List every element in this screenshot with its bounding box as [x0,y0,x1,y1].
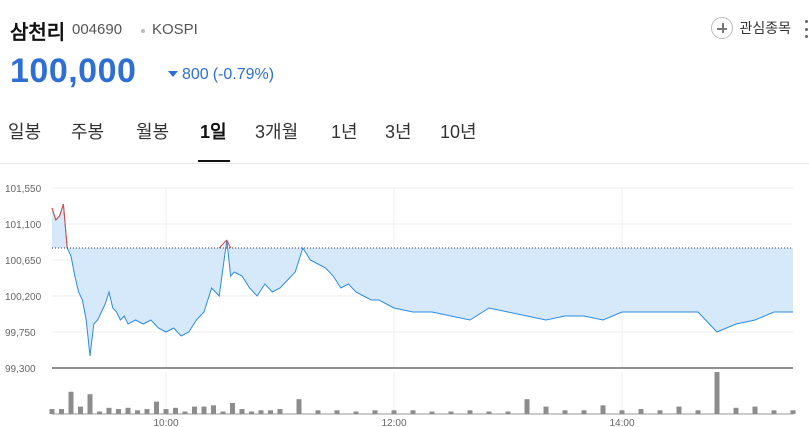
period-tabs: 일봉 주봉 월봉 1일 3개월 1년 3년 10년 [0,116,809,164]
volume-bar [144,409,150,414]
volume-bar [467,410,473,414]
volume-bar [68,391,74,414]
price-line [51,203,793,357]
change-amount: 800 [182,66,209,83]
volume-bar [714,372,720,414]
volume-bar [59,409,64,414]
volume-bar [220,411,226,414]
volume-bar [249,411,254,414]
volume-bar [695,410,701,414]
watchlist-label: 관심종목 [739,20,791,36]
volume-bar [486,411,492,414]
volume-bar [78,406,83,414]
chart-canvas: 101,550 101,100 100,650 100,200 99,750 99,300… [5,184,796,427]
volume-bar [619,410,625,414]
volume-bar [790,410,796,414]
separator-dot-icon [141,29,145,33]
price-line-up-segment [55,215,60,221]
volume-bar [391,410,397,414]
volume-bar [505,411,511,414]
x-tick-label: 10:00 [153,418,178,427]
volume-bar [733,407,739,414]
volume-bar [211,405,216,414]
volume-bar [277,409,283,414]
volume-bar [239,409,245,414]
volume-bar [429,411,435,414]
price-line-up-segment [218,239,228,249]
price-change: 800 (-0.79%) [182,66,274,84]
volume-bar [163,409,169,414]
tab-weekly[interactable]: 주봉 [71,122,105,142]
volume-bar [182,411,188,414]
y-tick-label: 100,200 [5,292,42,303]
volume-bar [49,409,55,414]
stock-header: 삼천리 004690 KOSPI 관심종목 [10,14,808,44]
volume-bar [106,407,112,414]
volume-bar [372,410,378,414]
volume-bar [135,410,140,414]
volume-bar [676,406,682,414]
volume-bar [258,410,264,414]
change-rate: (-0.79%) [212,66,275,83]
price-line-up-segment [59,203,64,217]
tab-3years[interactable]: 3년 [385,122,412,142]
price-area-fill [52,204,793,356]
volume-bar [334,410,340,414]
volume-bar [581,410,587,414]
volume-bar [771,410,777,414]
plus-circle-icon [711,17,734,39]
volume-bar [448,411,454,414]
volume-bar [154,401,159,414]
volume-bar [600,405,606,414]
volume-bar [524,399,530,414]
y-tick-label: 100,650 [5,256,42,267]
volume-bar [230,402,235,414]
y-tick-label: 101,550 [5,184,42,195]
volume-bar [315,410,321,414]
volume-bar [97,411,102,414]
tab-monthly[interactable]: 월봉 [136,122,170,142]
volume-bar [410,410,416,414]
tab-3months[interactable]: 3개월 [255,122,299,142]
volume-bar [268,410,273,414]
volume-bar [87,394,93,414]
volume-bar [562,410,568,414]
stock-code: 004690 [72,21,123,38]
volume-bar [125,407,131,414]
volume-bar [353,411,359,414]
y-tick-label: 99,300 [5,364,36,375]
intraday-chart[interactable]: 101,550 101,100 100,650 100,200 99,750 99,300… [0,178,809,427]
volume-bar [173,407,178,414]
volume-bar [116,409,121,414]
y-tick-label: 99,750 [5,328,36,339]
y-tick-label: 101,100 [5,220,42,231]
tab-1day[interactable]: 1일 [200,122,227,142]
volume-bar [543,406,549,414]
more-vertical-icon[interactable] [805,20,809,38]
tab-1year[interactable]: 1년 [331,122,358,142]
stock-name: 삼천리 [10,22,66,44]
volume-bar [638,409,644,414]
volume-bar [296,399,302,414]
volume-bar [192,406,197,414]
x-tick-label: 12:00 [381,418,406,427]
active-tab-indicator [198,160,230,162]
volume-bar [657,410,663,414]
current-price: 100,000 [10,52,137,90]
price-line-up-segment [51,207,57,221]
tab-10years[interactable]: 10년 [440,122,477,142]
tab-daily[interactable]: 일봉 [8,122,42,142]
price-line-up-segment [226,239,232,249]
volume-bar [752,406,758,414]
market-label: KOSPI [152,21,198,38]
down-triangle-icon [168,71,178,77]
add-watchlist-button[interactable]: 관심종목 [711,14,791,42]
volume-bar [201,406,207,414]
price-line-up-segment [62,203,68,249]
x-tick-label: 14:00 [609,418,634,427]
